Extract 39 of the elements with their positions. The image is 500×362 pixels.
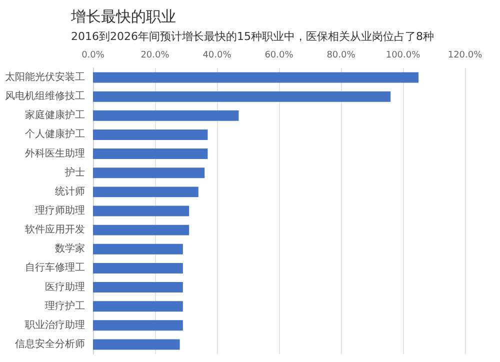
- y-tick-label: 理疗师助理: [35, 204, 85, 216]
- y-tick-label: 太阳能光伏安装工: [5, 71, 85, 84]
- bar: [93, 91, 391, 102]
- y-tick-label: 外科医生助理: [25, 147, 85, 160]
- bar: [93, 168, 205, 178]
- y-tick-label: 自行车修理工: [25, 262, 85, 274]
- bar: [93, 339, 180, 350]
- x-tick-label: 60.0%: [264, 50, 294, 60]
- x-tick-label: 120.0%: [448, 50, 483, 60]
- bar: [93, 110, 239, 121]
- y-tick-label: 医疗助理: [45, 280, 85, 293]
- y-tick-label: 信息安全分析师: [15, 338, 85, 350]
- y-tick-label: 软件应用开发: [25, 224, 85, 236]
- x-tick-label: 80.0%: [326, 50, 356, 60]
- chart-subtitle: 2016到2026年间预计增长最快的15种职业中，医保相关从业岗位占了8种: [71, 30, 434, 43]
- bar: [93, 244, 183, 254]
- bar: [93, 72, 418, 83]
- bar: [93, 206, 190, 216]
- bar: [93, 262, 183, 274]
- y-tick-label: 理疗护工: [45, 300, 85, 312]
- bar: [93, 148, 208, 160]
- bar: [93, 186, 198, 198]
- chart-title: 增长最快的职业: [70, 8, 176, 26]
- y-tick-label: 数学家: [55, 242, 85, 255]
- y-tick-label: 护士: [64, 166, 85, 178]
- x-tick-label: 40.0%: [202, 50, 232, 60]
- x-tick-label: 100.0%: [386, 50, 421, 60]
- y-tick-label: 个人健康护工: [25, 128, 85, 140]
- bar: [93, 282, 183, 293]
- y-tick-label: 统计师: [55, 185, 85, 198]
- bar: [93, 320, 183, 331]
- y-tick-label: 风电机组维修技工: [5, 90, 85, 102]
- bar: [93, 224, 190, 236]
- y-tick-label: 职业治疗助理: [25, 318, 85, 331]
- x-tick-label: 0.0%: [82, 50, 105, 60]
- bar: [93, 129, 208, 140]
- y-tick-label: 家庭健康护工: [25, 109, 85, 122]
- x-tick-label: 20.0%: [140, 50, 170, 60]
- bar: [93, 301, 183, 312]
